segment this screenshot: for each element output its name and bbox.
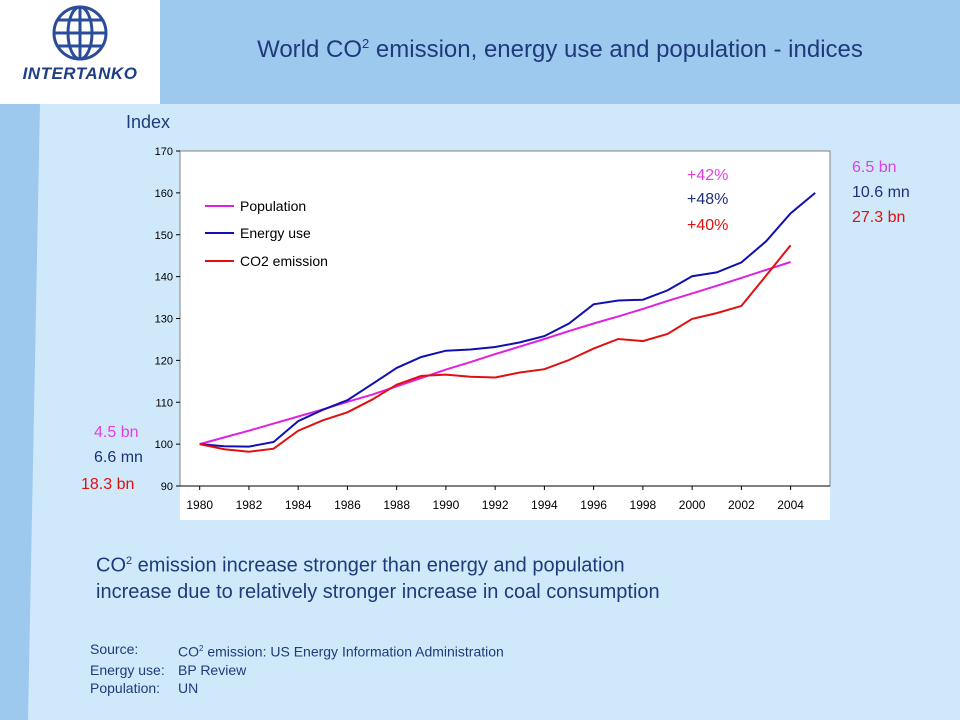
- change-energy-label: +48%: [687, 191, 729, 208]
- x-tick-label: 1982: [236, 498, 263, 512]
- change-co2-label: +40%: [687, 217, 729, 234]
- start-co2-label: 18.3 bn: [81, 476, 135, 493]
- summary-line-1: CO2 emission increase stronger than ener…: [96, 548, 856, 579]
- end-co2-label: 27.3 bn: [852, 209, 906, 226]
- x-tick-label: 1980: [186, 498, 213, 512]
- summary-line-2: increase due to relatively stronger incr…: [96, 580, 660, 603]
- series-line-population: [199, 261, 791, 446]
- source-value-1a: CO: [178, 643, 199, 660]
- y-tick-label: 90: [161, 481, 173, 493]
- logo: INTERTANKO: [0, 0, 160, 104]
- source-value-1b: emission: US Energy Information Administ…: [203, 643, 504, 660]
- x-tick-label: 1984: [285, 498, 312, 512]
- page-title: World CO2 emission, energy use and popul…: [160, 36, 960, 64]
- source-value-1: CO2 emission: US Energy Information Admi…: [178, 640, 504, 661]
- title-subscript: 2: [362, 36, 370, 51]
- source-block: Source: CO2 emission: US Energy Informati…: [90, 640, 504, 697]
- legend-entry: Energy use: [240, 225, 311, 241]
- end-population-label: 6.5 bn: [852, 159, 897, 176]
- y-tick-label: 120: [155, 355, 173, 367]
- summary-text: CO2 emission increase stronger than ener…: [96, 548, 856, 605]
- source-row-1: Source: CO2 emission: US Energy Informati…: [90, 640, 504, 661]
- title-prefix: World CO: [257, 36, 363, 63]
- start-population-label: 4.5 bn: [94, 424, 139, 441]
- source-value-2: BP Review: [178, 661, 247, 678]
- source-key-2: Energy use:: [90, 661, 165, 678]
- y-tick-label: 140: [155, 272, 173, 284]
- x-axis-area: [180, 486, 830, 520]
- source-key-1: Source:: [90, 641, 139, 657]
- globe-icon: [52, 5, 108, 61]
- summary-co: CO: [96, 554, 126, 577]
- left-band: [0, 104, 40, 720]
- y-tick-label: 110: [155, 397, 173, 409]
- legend-entry: CO2 emission: [240, 253, 328, 269]
- end-energy-label: 10.6 mn: [852, 184, 910, 201]
- y-tick-label: 100: [155, 439, 173, 451]
- series-line-energy-use: [199, 192, 816, 448]
- x-tick-label: 2004: [777, 498, 804, 512]
- series-line-co2-emission: [199, 244, 792, 453]
- y-axis-label: Index: [126, 112, 171, 132]
- y-tick-label: 150: [155, 230, 173, 242]
- y-tick-label: 160: [155, 188, 173, 200]
- source-value-3: UN: [178, 679, 199, 696]
- source-value-1-sub: 2: [199, 644, 204, 653]
- source-row-2: Energy use: BP Review: [90, 661, 504, 679]
- source-row-3: Population: UN: [90, 679, 504, 697]
- y-tick-label: 170: [155, 146, 173, 158]
- header-band: [0, 0, 960, 104]
- x-tick-label: 1998: [630, 498, 657, 512]
- x-tick-label: 1996: [580, 498, 607, 512]
- change-population-label: +42%: [687, 167, 729, 184]
- start-energy-label: 6.6 mn: [94, 449, 143, 466]
- logo-text: INTERTANKO: [22, 64, 138, 83]
- x-tick-label: 1986: [334, 498, 361, 512]
- source-key-3: Population:: [90, 679, 161, 696]
- legend-entry: Population: [240, 198, 306, 214]
- title-suffix: emission, energy use and population - in…: [369, 36, 863, 63]
- x-tick-label: 2000: [679, 498, 706, 512]
- summary-subscript: 2: [126, 555, 133, 567]
- x-tick-label: 1994: [531, 498, 558, 512]
- x-tick-label: 1988: [383, 498, 410, 512]
- y-tick-label: 130: [155, 314, 173, 326]
- x-tick-label: 2002: [728, 498, 755, 512]
- x-tick-label: 1990: [433, 498, 460, 512]
- summary-text-1: emission increase stronger than energy a…: [132, 554, 625, 577]
- x-tick-label: 1992: [482, 498, 509, 512]
